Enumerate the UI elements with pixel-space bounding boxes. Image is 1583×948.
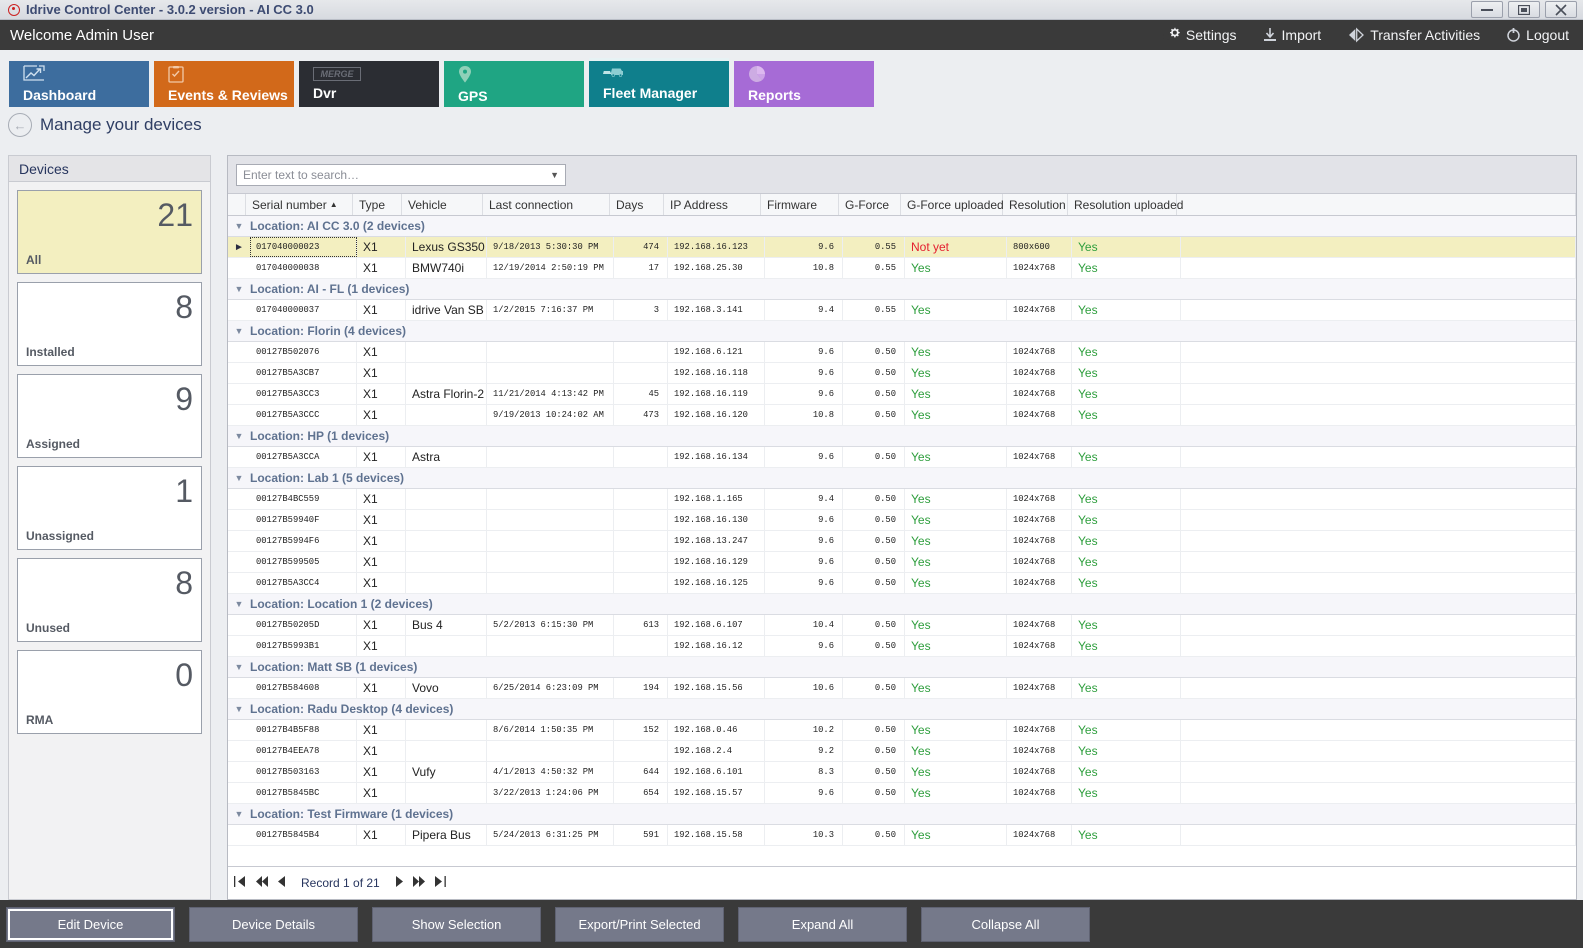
svg-text:MERGE: MERGE bbox=[320, 69, 354, 79]
